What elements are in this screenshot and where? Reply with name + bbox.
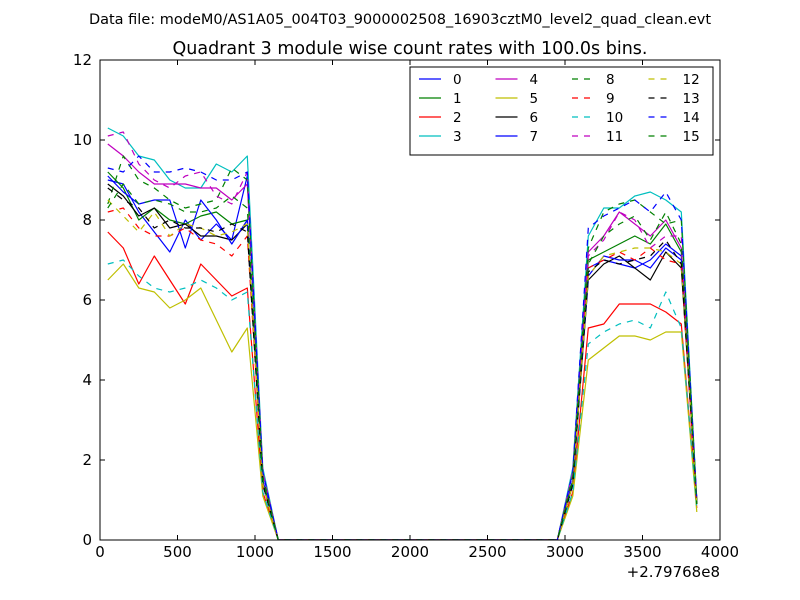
legend-label-15: 15: [683, 129, 700, 145]
legend-label-2: 2: [453, 110, 462, 126]
series-line-13: [107, 187, 698, 540]
legend-label-9: 9: [606, 91, 615, 107]
series-line-1: [107, 171, 698, 540]
x-axis: 0 500 1000 1500 2000 2500 3000 3500 4000: [95, 60, 739, 561]
series-line-4: [107, 143, 698, 540]
x-tick-label: 3500: [623, 543, 661, 561]
x-tick-label: 4000: [701, 543, 739, 561]
series-line-9: [107, 207, 698, 540]
x-tick-label: 1000: [236, 543, 274, 561]
legend-label-4: 4: [530, 72, 539, 88]
chart-supertitle: Data file: modeM0/AS1A05_004T03_90000025…: [89, 12, 711, 28]
series-line-15: [107, 183, 698, 540]
series-line-2: [107, 231, 698, 540]
legend-label-11: 11: [606, 129, 623, 145]
legend-label-5: 5: [530, 91, 539, 107]
y-tick-label: 4: [82, 371, 92, 389]
legend-label-6: 6: [530, 110, 539, 126]
y-tick-label: 6: [82, 291, 92, 309]
y-tick-label: 2: [82, 451, 92, 469]
y-tick-label: 12: [73, 51, 92, 69]
series-line-6: [107, 183, 698, 540]
legend-label-3: 3: [453, 129, 462, 145]
series-line-11: [107, 131, 698, 540]
x-tick-label: 2500: [468, 543, 506, 561]
series-line-10: [107, 259, 698, 540]
y-tick-label: 0: [82, 531, 92, 549]
y-tick-label: 10: [73, 131, 92, 149]
x-tick-label: 500: [163, 543, 192, 561]
series-line-14: [107, 155, 698, 540]
chart-title: Quadrant 3 module wise count rates with …: [173, 39, 648, 59]
x-tick-label: 1500: [313, 543, 351, 561]
legend-label-10: 10: [606, 110, 623, 126]
x-tick-label: 0: [95, 543, 105, 561]
x-tick-label: 3000: [546, 543, 584, 561]
legend-label-13: 13: [683, 91, 700, 107]
legend-label-0: 0: [453, 72, 462, 88]
x-axis-offset-label: +2.79768e8: [627, 563, 720, 581]
series-layer: [107, 127, 698, 540]
legend-label-1: 1: [453, 91, 462, 107]
x-tick-label: 2000: [391, 543, 429, 561]
y-tick-label: 8: [82, 211, 92, 229]
legend-label-14: 14: [683, 110, 700, 126]
series-line-5: [107, 263, 698, 540]
legend-label-7: 7: [530, 129, 539, 145]
legend-label-12: 12: [683, 72, 700, 88]
legend-label-8: 8: [606, 72, 615, 88]
legend-box: [409, 66, 714, 156]
